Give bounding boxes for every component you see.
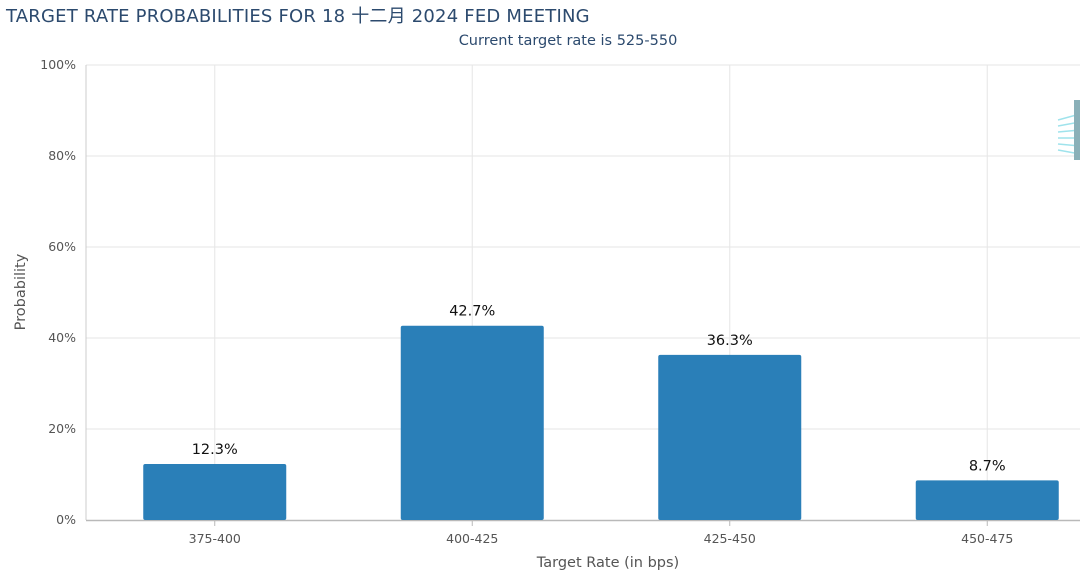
data-label: 12.3%: [192, 442, 238, 458]
decorative-watermark-icon: [1057, 100, 1080, 160]
y-tick-label: 40%: [48, 330, 76, 345]
x-axis-title: Target Rate (in bps): [536, 555, 679, 571]
bar: [915, 480, 1059, 520]
y-tick-label: 60%: [48, 239, 76, 254]
chart-title: TARGET RATE PROBABILITIES FOR 18 十二月 202…: [6, 6, 590, 27]
data-label: 8.7%: [969, 458, 1006, 474]
chart-subtitle: Current target rate is 525-550: [458, 33, 678, 49]
bar: [400, 325, 544, 520]
y-axis-title: Probability: [13, 253, 29, 330]
data-label: 42.7%: [449, 304, 495, 320]
y-tick-label: 80%: [48, 148, 76, 163]
x-tick-label: 425-450: [704, 531, 756, 546]
x-tick-label: 375-400: [189, 531, 241, 546]
x-tick-label: 450-475: [961, 531, 1013, 546]
y-tick-label: 100%: [40, 57, 76, 72]
y-tick-label: 0%: [56, 512, 76, 527]
x-tick-label: 400-425: [446, 531, 498, 546]
data-label: 36.3%: [707, 333, 753, 349]
y-tick-label: 20%: [48, 421, 76, 436]
bar: [658, 354, 802, 520]
bar: [143, 464, 287, 520]
